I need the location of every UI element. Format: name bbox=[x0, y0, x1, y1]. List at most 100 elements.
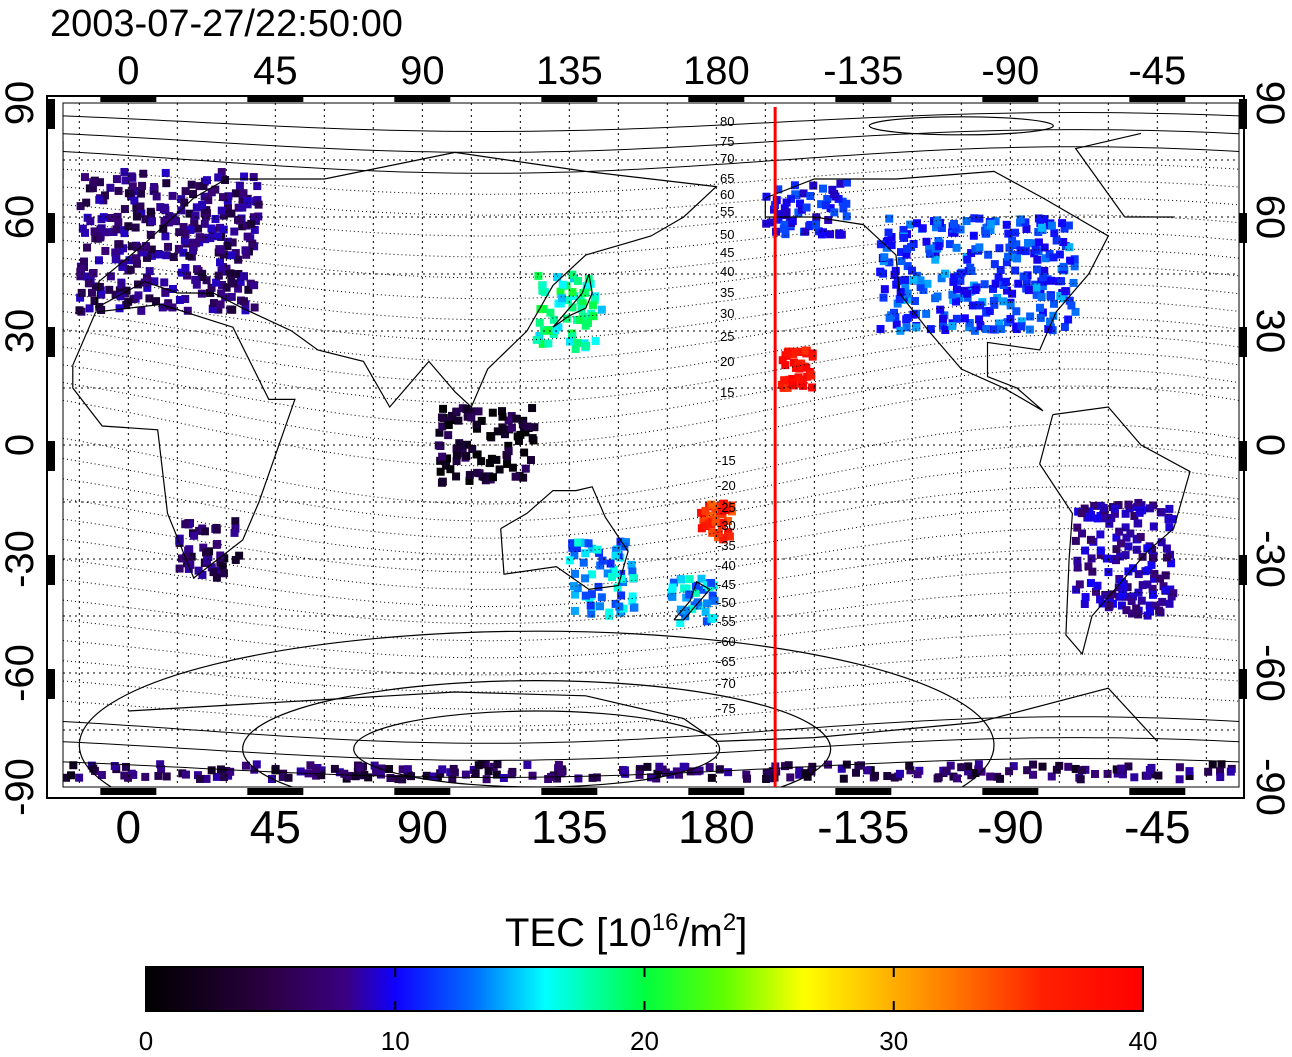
tec-pixel bbox=[681, 612, 690, 621]
tec-pixel bbox=[481, 760, 490, 769]
tec-pixel bbox=[931, 255, 940, 264]
tec-pixel bbox=[1175, 763, 1184, 772]
tec-pixel bbox=[164, 242, 173, 251]
left-latitude-tick: 0 bbox=[0, 434, 42, 456]
tec-pixel bbox=[1124, 542, 1133, 551]
magnetic-contour bbox=[63, 611, 1239, 659]
tec-pixel bbox=[925, 249, 934, 258]
tec-pixel bbox=[824, 215, 833, 224]
tec-pixel bbox=[472, 420, 481, 429]
tec-pixel bbox=[571, 569, 580, 578]
tec-pixel bbox=[1145, 765, 1154, 774]
tec-pixel bbox=[477, 416, 486, 425]
magnetic-contour bbox=[63, 248, 1239, 300]
tec-pixel bbox=[1138, 581, 1147, 590]
tec-pixel bbox=[219, 193, 228, 202]
tec-pixel bbox=[725, 532, 734, 541]
tec-pixel bbox=[677, 575, 686, 584]
tec-pixel bbox=[209, 568, 218, 577]
tec-pixel bbox=[588, 773, 597, 782]
magnetic-contour bbox=[63, 674, 1239, 710]
tec-pixel bbox=[136, 202, 145, 211]
tec-pixel bbox=[956, 276, 965, 285]
tec-pixel bbox=[462, 451, 471, 460]
tec-pixel bbox=[125, 256, 134, 265]
tec-pixel bbox=[582, 315, 591, 324]
tec-pixel bbox=[78, 224, 87, 233]
tec-pixel bbox=[780, 376, 789, 385]
tec-pixel bbox=[781, 230, 790, 239]
tec-pixel bbox=[1052, 236, 1061, 245]
top-longitude-tick: -90 bbox=[981, 49, 1039, 93]
tec-pixel bbox=[571, 344, 580, 353]
contour-label: -70 bbox=[717, 676, 736, 691]
tec-pixel bbox=[212, 523, 221, 532]
tec-pixel bbox=[85, 304, 94, 313]
tec-pixel bbox=[504, 441, 513, 450]
right-latitude-tick: 0 bbox=[1248, 434, 1292, 456]
tec-pixel bbox=[967, 266, 976, 275]
tec-pixel bbox=[197, 289, 206, 298]
magnetic-contour bbox=[63, 737, 1239, 761]
tec-pixel bbox=[434, 441, 443, 450]
tec-pixel bbox=[1084, 562, 1093, 571]
tec-pixel bbox=[96, 233, 105, 242]
tec-pixel bbox=[249, 173, 258, 182]
tec-pixel bbox=[344, 771, 353, 780]
tec-pixel bbox=[1217, 760, 1226, 769]
tec-pixel bbox=[980, 280, 989, 289]
tec-pixel bbox=[910, 296, 919, 305]
magnetic-contour bbox=[63, 695, 1239, 727]
tec-pixel bbox=[191, 211, 200, 220]
tec-pixel bbox=[762, 774, 771, 783]
tec-pixel bbox=[984, 250, 993, 259]
tec-pixel bbox=[922, 309, 931, 318]
tec-pixel bbox=[1112, 533, 1121, 542]
tec-pixel bbox=[975, 315, 984, 324]
tec-pixel bbox=[370, 761, 379, 770]
tec-pixel bbox=[817, 200, 826, 209]
tec-pixel bbox=[119, 244, 128, 253]
tec-pixel bbox=[444, 431, 453, 440]
tec-pixel bbox=[503, 452, 512, 461]
tec-pixel bbox=[581, 549, 590, 558]
tec-pixel bbox=[91, 282, 100, 291]
tec-pixel bbox=[781, 361, 790, 370]
tec-pixel bbox=[137, 189, 146, 198]
tec-pixel bbox=[83, 243, 92, 252]
tec-pixel bbox=[986, 772, 995, 781]
tec-pixel bbox=[549, 315, 558, 324]
tec-pixel bbox=[238, 195, 247, 204]
tec-pixel bbox=[535, 318, 544, 327]
tec-pixel bbox=[224, 237, 233, 246]
tec-pixel bbox=[468, 444, 477, 453]
tec-pixel bbox=[175, 228, 184, 237]
tec-pixel bbox=[901, 282, 910, 291]
frame-tick-bar bbox=[688, 788, 745, 795]
tec-pixel bbox=[1078, 529, 1087, 538]
tec-pixel bbox=[1014, 279, 1023, 288]
colorbar-tick-label: 20 bbox=[630, 1026, 659, 1056]
tec-pixel bbox=[777, 380, 786, 389]
tec-pixel bbox=[592, 773, 601, 782]
graticule-layer bbox=[63, 103, 1239, 787]
contour-label: -30 bbox=[717, 518, 736, 533]
tec-pixel bbox=[876, 325, 885, 334]
tec-pixel bbox=[1124, 762, 1133, 771]
tec-pixel bbox=[239, 297, 248, 306]
tec-pixel bbox=[452, 451, 461, 460]
tec-pixel bbox=[788, 380, 797, 389]
tec-pixel bbox=[1146, 607, 1155, 616]
tec-pixel bbox=[799, 189, 808, 198]
tec-pixel bbox=[222, 767, 231, 776]
tec-pixel bbox=[573, 338, 582, 347]
tec-pixel bbox=[154, 250, 163, 259]
tec-pixel bbox=[1118, 770, 1127, 779]
tec-pixel bbox=[964, 767, 973, 776]
tec-pixel bbox=[120, 205, 129, 214]
tec-pixel bbox=[569, 582, 578, 591]
tec-pixel bbox=[627, 560, 636, 569]
tec-pixel bbox=[693, 767, 702, 776]
tec-pixel bbox=[787, 194, 796, 203]
